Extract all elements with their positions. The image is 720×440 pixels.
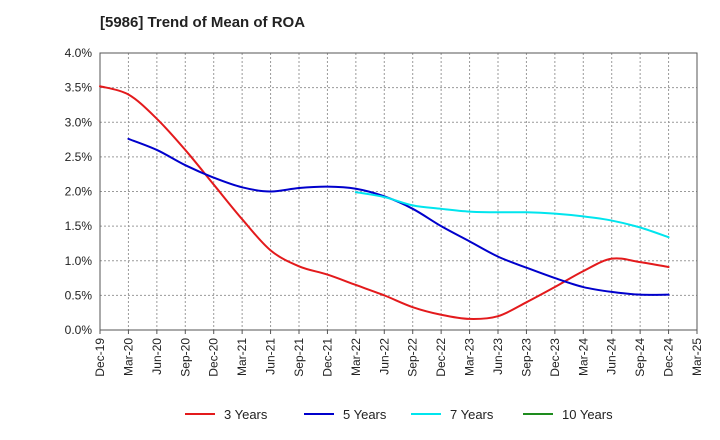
x-tick-label: Dec-20	[207, 338, 221, 377]
series-lines	[99, 85, 670, 320]
x-tick-label: Jun-21	[264, 338, 278, 375]
x-tick-label: Dec-21	[320, 338, 334, 377]
chart-title: [5986] Trend of Mean of ROA	[100, 14, 306, 31]
x-tick-label: Sep-24	[633, 338, 647, 377]
legend-label-10-years: 10 Years	[562, 407, 613, 422]
series-line-3-years	[99, 85, 670, 320]
x-tick-label: Mar-22	[349, 338, 363, 376]
x-tick-label: Mar-23	[463, 338, 477, 376]
x-tick-label: Jun-23	[491, 338, 505, 375]
axes: 0.0% 0.5% 1.0% 1.5% 2.0% 2.5% 3.0% 3.5% 4.0% Dec-…	[65, 46, 704, 377]
x-tick-label: Jun-22	[377, 338, 391, 375]
x-tick-label: Mar-21	[235, 338, 249, 376]
x-tick-label: Mar-25	[690, 338, 704, 376]
x-tick-label: Sep-22	[406, 338, 420, 377]
y-tick-label: 4.0%	[65, 46, 93, 60]
y-tick-label: 2.0%	[65, 185, 93, 199]
plot-frame	[99, 52, 698, 331]
x-tick-label: Sep-20	[178, 338, 192, 377]
legend: 3 Years 5 Years 7 Years 10 Years	[185, 407, 613, 422]
y-tick-label: 1.5%	[65, 219, 93, 233]
series-line-7-years	[354, 191, 670, 239]
legend-label-7-years: 7 Years	[450, 407, 494, 422]
x-tick-label: Dec-24	[662, 338, 676, 377]
y-tick-label: 3.0%	[65, 115, 93, 129]
x-tick-label: Mar-24	[576, 338, 590, 376]
x-tick-label: Dec-23	[548, 338, 562, 377]
x-tick-label: Jun-24	[605, 338, 619, 375]
x-tick-label: Sep-21	[292, 338, 306, 377]
grid	[100, 53, 697, 330]
x-tick-label: Dec-22	[434, 338, 448, 377]
y-tick-label: 3.5%	[65, 81, 93, 95]
y-tick-label: 0.0%	[65, 323, 93, 337]
x-tick-label: Dec-19	[93, 338, 107, 377]
x-tick-label: Mar-20	[121, 338, 135, 376]
x-tick-label: Sep-23	[519, 338, 533, 377]
legend-label-5-years: 5 Years	[343, 407, 387, 422]
legend-label-3-years: 3 Years	[224, 407, 268, 422]
x-tick-label: Jun-20	[150, 338, 164, 375]
y-tick-label: 2.5%	[65, 150, 93, 164]
y-tick-label: 1.0%	[65, 254, 93, 268]
y-tick-label: 0.5%	[65, 288, 93, 302]
